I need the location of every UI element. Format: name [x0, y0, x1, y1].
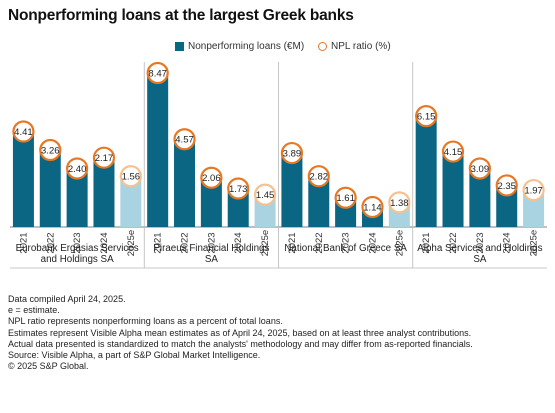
x-tick-label: 2021 — [421, 232, 432, 253]
npl-ratio-label: 1.61 — [336, 193, 355, 204]
group-label: and Holdings SA — [41, 254, 114, 265]
x-tick-label: 2022 — [180, 232, 191, 253]
x-tick-label: 2021 — [153, 232, 164, 253]
npl-ratio-label: 4.57 — [175, 135, 194, 146]
npl-ratio-label: 1.73 — [229, 184, 248, 195]
npl-ratio-label: 4.15 — [444, 147, 463, 158]
npl-ratio-label: 3.26 — [41, 145, 60, 156]
x-tick-label: 2021 — [18, 232, 29, 253]
npl-bar — [66, 168, 88, 227]
npl-ratio-label: 1.38 — [390, 198, 409, 209]
group-label: Piraeus Financial Holdings — [153, 243, 269, 254]
x-tick-label: 2025e — [529, 230, 540, 256]
npl-ratio-label: 2.17 — [95, 153, 114, 164]
npl-bar — [200, 177, 222, 227]
npl-ratio-marker — [441, 140, 465, 163]
x-tick-label: 2025e — [394, 230, 405, 256]
npl-bar — [469, 168, 491, 227]
npl-ratio-marker — [280, 141, 304, 165]
x-tick-label: 2024 — [502, 232, 513, 253]
npl-ratio-label: 1.97 — [524, 185, 543, 196]
npl-ratio-label: 6.15 — [417, 112, 436, 123]
npl-ratio-label: 3.89 — [283, 148, 302, 159]
npl-ratio-marker — [227, 177, 250, 200]
chart-title: Nonperforming loans at the largest Greek… — [8, 7, 354, 24]
npl-bar — [442, 151, 464, 227]
x-tick-label: 2022 — [448, 232, 459, 253]
group-label: SA — [473, 254, 487, 265]
npl-ratio-marker — [92, 146, 116, 169]
npl-bar — [147, 73, 169, 227]
note-methodology: Actual data presented is standardized to… — [8, 338, 473, 349]
npl-ratio-marker — [415, 105, 438, 128]
npl-ratio-marker — [119, 165, 142, 188]
npl-ratio-label: 1.45 — [256, 190, 275, 201]
legend-ratio-label: NPL ratio (%) — [331, 41, 391, 52]
x-tick-label: 2025e — [126, 230, 137, 256]
npl-ratio-marker — [361, 195, 384, 219]
x-tick-label: 2023 — [72, 232, 83, 253]
npl-bar — [415, 116, 437, 227]
npl-ratio-label: 8.47 — [148, 68, 167, 79]
x-tick-label: 2024 — [233, 232, 244, 253]
npl-ratio-label: 2.06 — [202, 173, 221, 184]
x-tick-label: 2024 — [99, 232, 110, 253]
legend-item-npl-ratio: NPL ratio (%) — [318, 41, 391, 52]
note-estimate: e = estimate. — [8, 305, 60, 316]
npl-ratio-label: 1.56 — [122, 172, 141, 183]
npl-bar — [120, 176, 142, 227]
npl-ratio-marker — [39, 138, 62, 162]
x-tick-label: 2025e — [260, 230, 271, 256]
x-tick-label: 2023 — [475, 232, 486, 253]
x-tick-label: 2023 — [206, 232, 217, 253]
npl-ratio-label: 2.35 — [497, 181, 516, 192]
npl-bar — [93, 157, 115, 227]
note-copyright: © 2025 S&P Global. — [8, 361, 89, 372]
npl-ratio-marker — [495, 174, 518, 197]
npl-bar — [308, 176, 330, 227]
npl-bar — [281, 153, 303, 227]
group-label: Eurobank Ergasias Services — [16, 243, 139, 254]
npl-ratio-marker — [173, 128, 196, 151]
x-tick-label: 2022 — [314, 232, 325, 253]
npl-bar — [174, 139, 196, 227]
note-npl-ratio: NPL ratio represents nonperforming loans… — [8, 316, 283, 327]
npl-ratio-label: 1.14 — [363, 202, 382, 213]
legend-bar-label: Nonperforming loans (€M) — [188, 41, 305, 52]
group-label: SA — [205, 254, 219, 265]
npl-ratio-label: 2.40 — [68, 164, 87, 175]
group-label: Alpha Services and Holdings — [417, 243, 542, 254]
npl-ratio-marker — [307, 165, 330, 188]
npl-bar — [12, 131, 34, 227]
npl-ratio-marker — [388, 191, 411, 214]
note-source: Source: Visible Alpha, a part of S&P Glo… — [8, 350, 261, 361]
npl-ratio-marker — [253, 183, 277, 206]
npl-bar — [496, 185, 518, 227]
x-tick-label: 2022 — [45, 232, 56, 253]
note-estimates-source: Estimates represent Visible Alpha mean e… — [8, 327, 472, 338]
npl-ratio-marker — [522, 178, 545, 202]
npl-ratio-marker — [66, 157, 89, 180]
legend-bar-swatch — [175, 42, 184, 51]
npl-bar — [39, 150, 61, 227]
legend-ratio-swatch — [318, 42, 327, 51]
legend-item-npl-loans: Nonperforming loans (€M) — [175, 41, 304, 52]
npl-ratio-label: 4.41 — [14, 127, 33, 138]
npl-ratio-marker — [334, 186, 357, 209]
npl-ratio-marker — [146, 61, 169, 85]
note-compiled: Data compiled April 24, 2025. — [8, 294, 126, 304]
npl-ratio-label: 3.09 — [471, 164, 490, 175]
npl-ratio-label: 2.82 — [310, 172, 329, 183]
group-label: National Bank of Greece SA — [284, 243, 407, 254]
x-tick-label: 2024 — [367, 232, 378, 253]
chart-area: 4.41 2021 3.26 2022 2.40 2023 2.17 2024 1.56 2025… — [10, 61, 547, 269]
npl-ratio-marker — [468, 157, 491, 180]
x-tick-label: 2023 — [341, 232, 352, 253]
x-tick-label: 2021 — [287, 232, 298, 253]
npl-ratio-marker — [12, 120, 35, 143]
npl-ratio-marker — [200, 166, 223, 189]
footnotes: Data compiled April 24, 2025. e = estima… — [8, 294, 473, 372]
